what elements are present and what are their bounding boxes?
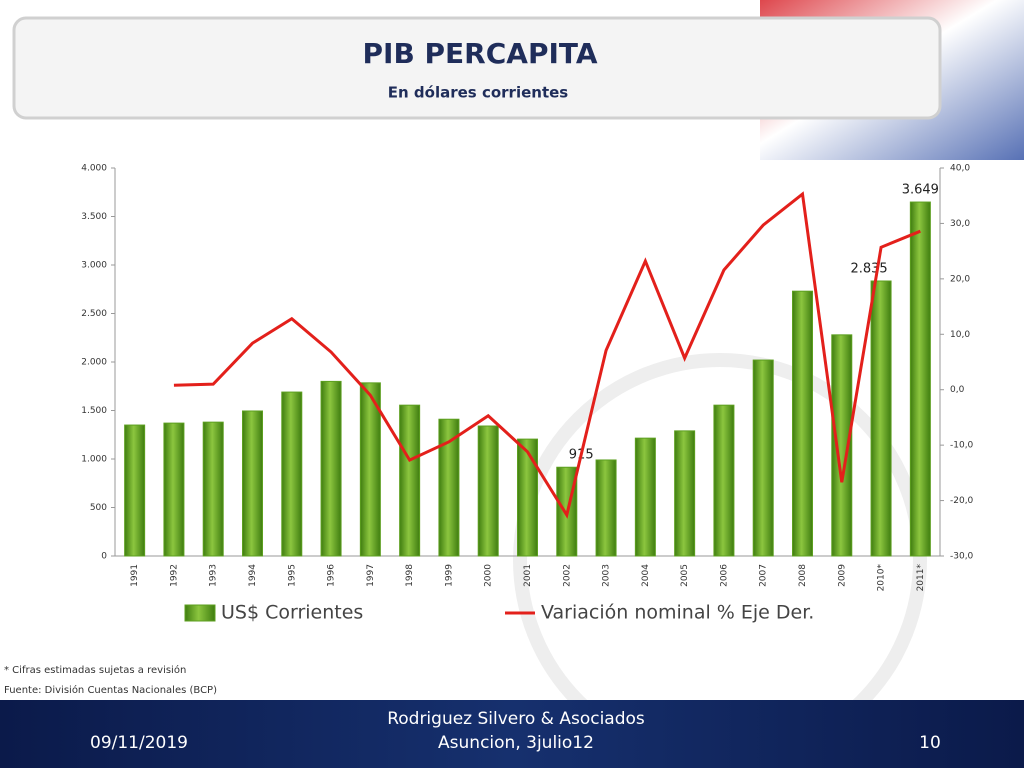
x-tick-label: 1996	[327, 564, 337, 587]
bar	[674, 430, 696, 557]
x-tick-label: 2004	[641, 564, 651, 587]
bar	[359, 382, 381, 557]
footer-band	[0, 700, 1024, 768]
x-tick-label: 2006	[719, 564, 729, 587]
bar	[870, 280, 892, 557]
y-tick-label: 3.000	[81, 261, 107, 271]
x-tick-label: 2009	[837, 564, 847, 587]
y-tick-label: 1.500	[81, 406, 107, 416]
line	[173, 191, 921, 519]
footer-date: 09/11/2019	[90, 733, 188, 753]
x-tick-label: 1993	[209, 564, 219, 587]
data-label: 2.835	[850, 262, 887, 277]
bar	[909, 201, 931, 557]
bar	[713, 404, 735, 557]
bar	[320, 380, 342, 557]
y2-tick-label: -10,0	[950, 441, 974, 451]
bar	[752, 359, 774, 557]
x-tick-label: 1998	[405, 564, 415, 587]
x-tick-label: 1991	[130, 564, 140, 587]
y-tick-label: 1.000	[81, 455, 107, 465]
bar	[792, 290, 813, 557]
title-box	[12, 16, 942, 120]
bar	[517, 438, 538, 557]
x-tick-label: 1997	[366, 564, 376, 587]
footer-presenter: Asuncion, 3julio12	[438, 733, 594, 753]
bar	[477, 425, 499, 557]
y2-tick-label: 40,0	[950, 164, 970, 174]
x-tick-label: 2011*	[916, 564, 926, 592]
x-tick-label: 2008	[798, 564, 808, 587]
x-tick-label: 2005	[680, 564, 690, 587]
x-tick-label: 2003	[602, 564, 612, 587]
y2-tick-label: 20,0	[950, 274, 970, 284]
y-tick-label: 4.000	[81, 164, 107, 174]
bar	[281, 391, 303, 557]
x-tick-label: 2000	[484, 564, 494, 587]
chart-title: PIB PERCAPITA	[363, 37, 598, 70]
x-tick-label: 1995	[287, 564, 297, 587]
x-tick-label: 1992	[169, 564, 179, 587]
bar	[634, 437, 656, 557]
note: Fuente: División Cuentas Nacionales (BCP…	[4, 684, 217, 696]
data-label: 3.649	[902, 183, 939, 198]
y2-tick-label: -30,0	[950, 552, 974, 562]
legend-label: Variación nominal % Eje Der.	[541, 602, 814, 624]
chart-subtitle: En dólares corrientes	[388, 84, 569, 102]
bar	[202, 421, 224, 557]
y-tick-label: 0	[101, 552, 107, 562]
y-tick-label: 500	[90, 503, 107, 513]
x-tick-label: 1994	[248, 564, 258, 587]
y2-tick-label: -20,0	[950, 496, 974, 506]
y2-tick-label: 10,0	[950, 330, 970, 340]
y-tick-label: 2.000	[81, 358, 107, 368]
x-tick-label: 2002	[562, 564, 572, 587]
x-tick-label: 2010*	[877, 564, 887, 592]
legend-label: US$ Corrientes	[221, 602, 363, 624]
y-tick-label: 3.500	[81, 212, 107, 222]
x-tick-label: 1999	[444, 564, 454, 587]
footer-page: 10	[919, 733, 941, 753]
note: * Cifras estimadas sujetas a revisión	[4, 664, 186, 676]
bar	[438, 418, 460, 557]
x-tick-label: 2007	[759, 564, 769, 587]
bar	[831, 334, 853, 557]
bar	[242, 410, 263, 557]
bar	[163, 422, 185, 557]
bar	[595, 459, 617, 557]
footer-presenter: Rodriguez Silvero & Asociados	[387, 709, 645, 729]
y-tick-label: 2.500	[81, 309, 107, 319]
y2-tick-label: 0,0	[950, 385, 965, 395]
bar	[399, 404, 421, 557]
y2-tick-label: 30,0	[950, 219, 970, 229]
x-tick-label: 2001	[523, 564, 533, 587]
bar	[124, 424, 146, 557]
legend-swatch	[184, 604, 216, 622]
